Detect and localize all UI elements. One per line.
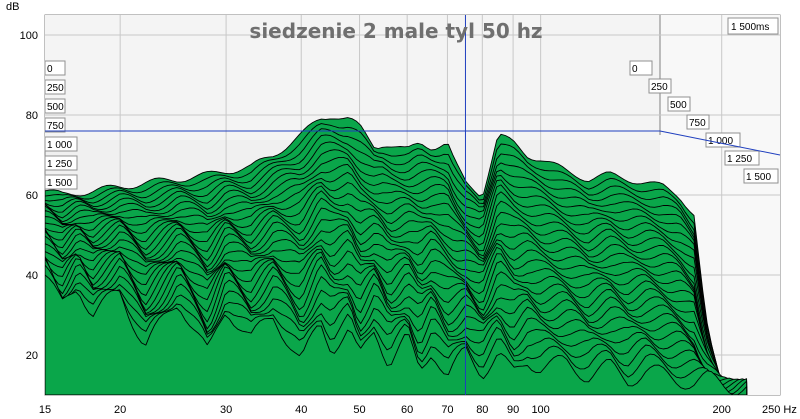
time-axis-max-label: 1 500ms (731, 22, 769, 33)
time-label-box (44, 79, 66, 95)
time-axis-box (727, 17, 779, 35)
time-label-box (44, 60, 66, 76)
spectral-slice (45, 274, 748, 395)
time-label: 0 (632, 64, 638, 75)
chart-title: siedzenie 2 male tyl 50 hz (249, 19, 542, 43)
spectral-slices (45, 117, 748, 395)
x-tick-label: 80 (476, 404, 488, 416)
time-labels-left: 0 250 500 750 1 000 1 250 1 500 (44, 60, 78, 190)
y-axis-ticks: 100 80 60 40 20 (20, 30, 38, 362)
x-tick-label: 60 (401, 404, 413, 416)
time-label: 750 (689, 118, 706, 129)
x-tick-label: 40 (295, 404, 307, 416)
y-tick-label: 80 (26, 110, 38, 122)
y-tick-label: 60 (26, 190, 38, 202)
x-tick-label: 70 (441, 404, 453, 416)
x-tick-label: 20 (114, 404, 126, 416)
time-label-box (44, 155, 78, 171)
y-tick-label: 100 (20, 30, 38, 42)
x-tick-label: 250 Hz (762, 404, 797, 416)
time-label-box (667, 96, 691, 112)
time-label: 0 (47, 64, 53, 75)
time-label: 500 (670, 100, 687, 111)
y-tick-label: 20 (26, 350, 38, 362)
x-tick-label: 100 (531, 404, 549, 416)
time-label: 250 (651, 82, 668, 93)
time-label-box (724, 150, 760, 166)
back-wall (45, 15, 660, 140)
time-label: 1 250 (47, 159, 72, 170)
time-label: 1 500 (47, 178, 72, 189)
x-tick-label: 90 (507, 404, 519, 416)
time-label: 1 000 (47, 140, 72, 151)
time-label-box (686, 114, 710, 130)
x-tick-label: 15 (39, 404, 51, 416)
time-label-box (648, 78, 672, 94)
time-label: 1 250 (727, 154, 752, 165)
time-label-box (44, 136, 78, 152)
time-label-box (44, 117, 66, 133)
time-label-box (44, 174, 78, 190)
x-tick-label: 200 (713, 404, 731, 416)
cursor-line-perspective (659, 130, 781, 156)
x-axis-ticks: 15 20 30 40 50 60 70 80 90 100 200 250 Hz (39, 404, 797, 416)
time-label-box (743, 168, 779, 184)
x-tick-label: 30 (220, 404, 232, 416)
time-label-box (629, 60, 653, 76)
time-label: 1 000 (708, 136, 733, 147)
time-label: 500 (47, 102, 64, 113)
crosshair-cursor[interactable] (45, 15, 781, 395)
y-tick-label: 40 (26, 270, 38, 282)
time-label-box (44, 98, 66, 114)
time-label: 1 500 (746, 172, 771, 183)
time-label: 750 (47, 121, 64, 132)
time-label: 250 (47, 83, 64, 94)
x-tick-label: 50 (353, 404, 365, 416)
y-unit-label: dB (6, 1, 19, 13)
